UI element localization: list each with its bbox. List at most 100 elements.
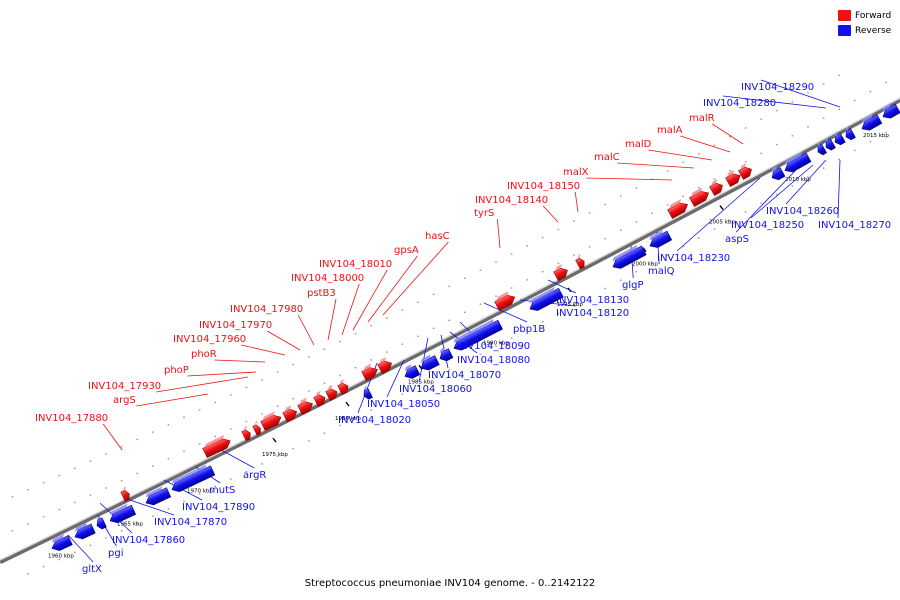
strand-dot (183, 416, 185, 419)
strand-dot (401, 393, 404, 395)
strand-dot (869, 140, 872, 143)
reverse-gene (649, 229, 673, 248)
strand-dot (744, 127, 747, 129)
strand-dot (479, 353, 482, 355)
reverse-leader (837, 159, 841, 219)
reverse-leader (386, 359, 405, 398)
reverse-gene-label: INV104_18070 (428, 370, 501, 381)
strand-dot (214, 435, 216, 438)
forward-gene-label: INV104_17970 (199, 320, 272, 331)
strand-dot (183, 500, 185, 503)
tick-label: 1960 kbp (48, 553, 74, 559)
strand-dot (120, 446, 123, 448)
forward-gene (494, 291, 516, 312)
tick-label: 1990 kbp (483, 341, 509, 347)
strand-dot (573, 304, 575, 306)
reverse-gene (529, 287, 564, 311)
forward-gene-label: INV104_17960 (173, 334, 246, 345)
strand-dot (666, 254, 669, 256)
strand-dot (152, 431, 154, 433)
strand-dot (526, 245, 528, 247)
legend: Forward Reverse (838, 8, 900, 38)
forward-leader (574, 191, 579, 213)
reverse-label: Reverse (855, 25, 892, 36)
strand-dot (713, 228, 716, 230)
forward-gene-label: malR (689, 113, 715, 124)
strand-dot (198, 409, 201, 411)
backbone-highlight (0, 97, 900, 561)
strand-dot (11, 530, 14, 532)
strand-dot (729, 135, 731, 138)
strand-dot (557, 262, 560, 265)
tick-label: 1965 kbp (117, 521, 143, 527)
strand-dot (604, 237, 606, 240)
strand-dot (698, 237, 700, 239)
strand-dot (432, 377, 435, 380)
strand-dot (510, 287, 513, 289)
strand-dots (11, 74, 887, 575)
strand-dot (604, 287, 606, 290)
reverse-gene-label: INV104_17890 (182, 502, 255, 513)
strand-dot (323, 382, 326, 384)
strand-dot (869, 90, 872, 93)
forward-gene-label: gpsA (394, 245, 419, 256)
strand-dot (495, 295, 497, 297)
tick-label: 2015 kbp (863, 133, 889, 139)
reverse-gene-label: aspS (725, 234, 749, 245)
strand-dot (120, 530, 123, 532)
strand-dot (526, 329, 528, 331)
strand-dot (526, 279, 528, 281)
reverse-gene (51, 534, 73, 551)
strand-dot (276, 455, 279, 457)
forward-gene (337, 379, 349, 395)
strand-dot (666, 204, 669, 206)
tick-label: 1970 kbp (187, 488, 213, 494)
strand-dot (713, 144, 716, 146)
strand-dot (401, 343, 404, 345)
forward-gene-label: malD (625, 139, 652, 150)
forward-leader (214, 359, 266, 363)
strand-dot (74, 467, 76, 470)
reverse-gene (109, 503, 137, 524)
strand-dot (136, 522, 138, 525)
reverse-gene (404, 364, 421, 379)
strand-dot (261, 379, 263, 381)
reverse-gene (420, 354, 440, 371)
reverse-gene-label: INV104_18020 (338, 415, 411, 426)
strand-dot (651, 262, 653, 265)
strand-dot (854, 149, 856, 152)
tick-label: 1995 kbp (557, 302, 583, 308)
strand-dot (760, 152, 762, 154)
strand-dot (557, 312, 560, 315)
tick-label: 2000 kbp (632, 262, 658, 268)
forward-leader (266, 330, 301, 351)
strand-dot (417, 335, 419, 337)
forward-gene (297, 397, 313, 415)
strand-dot (620, 195, 622, 197)
reverse-gene-label: INV104_18080 (457, 355, 530, 366)
strand-dot (510, 337, 513, 339)
reverse-gene-label: INV104_18090 (457, 341, 530, 352)
strand-dot (838, 108, 840, 111)
strand-dot (573, 254, 575, 256)
forward-leader (341, 283, 360, 336)
strand-dot (58, 474, 60, 477)
forward-label: Forward (855, 10, 892, 21)
reverse-gene (817, 141, 827, 156)
strand-dot (276, 405, 279, 407)
strand-dot (698, 187, 700, 189)
forward-gene-label: INV104_18000 (291, 273, 364, 284)
strand-dot (354, 417, 357, 419)
forward-leader (187, 371, 257, 377)
strand-dot (776, 193, 778, 196)
strand-dot (339, 424, 341, 427)
forward-gene (377, 357, 392, 374)
strand-dot (635, 271, 638, 273)
strand-dot (323, 348, 326, 350)
strand-dot (588, 246, 591, 248)
reverse-gene (784, 151, 812, 173)
strand-dot (417, 385, 419, 387)
strand-dot (120, 480, 123, 482)
strand-dot (105, 537, 107, 539)
